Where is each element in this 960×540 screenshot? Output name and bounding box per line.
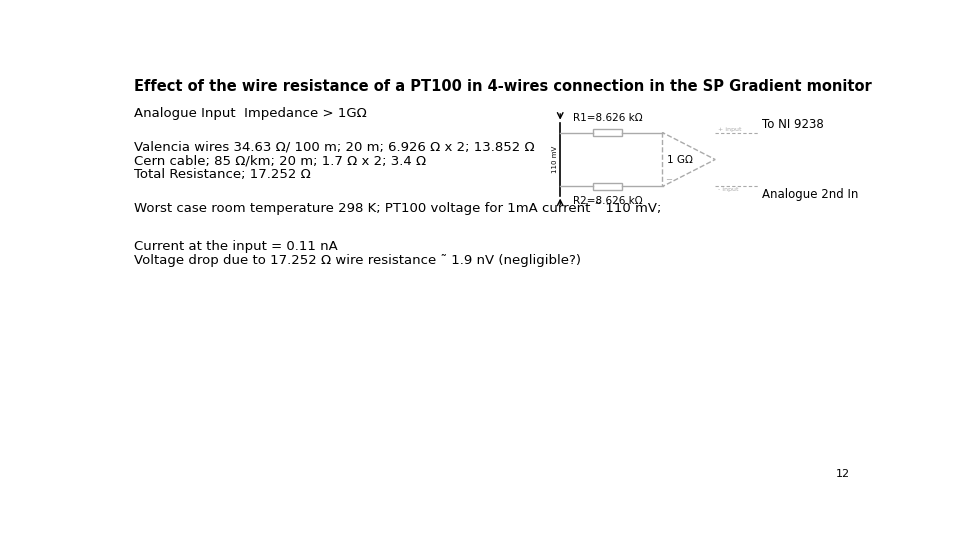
Text: 12: 12 (836, 469, 850, 479)
Bar (592, 129, 622, 137)
Text: Worst case room temperature 298 K; PT100 voltage for 1mA current ˜ 110 mV;: Worst case room temperature 298 K; PT100… (134, 202, 661, 215)
Text: - input: - input (717, 187, 738, 192)
Text: R1=8.626 kΩ: R1=8.626 kΩ (573, 113, 642, 123)
Text: Cern cable; 85 Ω/km; 20 m; 1.7 Ω x 2; 3.4 Ω: Cern cable; 85 Ω/km; 20 m; 1.7 Ω x 2; 3.… (134, 154, 426, 167)
Text: Total Resistance; 17.252 Ω: Total Resistance; 17.252 Ω (134, 168, 311, 181)
Text: 110 mV: 110 mV (552, 146, 558, 173)
Text: Voltage drop due to 17.252 Ω wire resistance ˜ 1.9 nV (negligible?): Voltage drop due to 17.252 Ω wire resist… (134, 254, 581, 267)
Text: R2=8.626 kΩ: R2=8.626 kΩ (573, 195, 642, 206)
Text: Valencia wires 34.63 Ω/ 100 m; 20 m; 6.926 Ω x 2; 13.852 Ω: Valencia wires 34.63 Ω/ 100 m; 20 m; 6.9… (134, 140, 535, 153)
Text: 1 GΩ: 1 GΩ (666, 154, 692, 165)
Text: Analogue Input  Impedance > 1GΩ: Analogue Input Impedance > 1GΩ (134, 107, 367, 120)
Text: To NI 9238: To NI 9238 (762, 118, 825, 131)
Text: Current at the input = 0.11 nA: Current at the input = 0.11 nA (134, 240, 338, 253)
Text: Effect of the wire resistance of a PT100 in 4-wires connection in the SP Gradien: Effect of the wire resistance of a PT100… (134, 79, 872, 93)
Text: Analogue 2nd In: Analogue 2nd In (762, 188, 859, 201)
Text: + input: + input (717, 127, 741, 132)
Bar (592, 183, 622, 190)
Text: −: − (665, 175, 672, 184)
